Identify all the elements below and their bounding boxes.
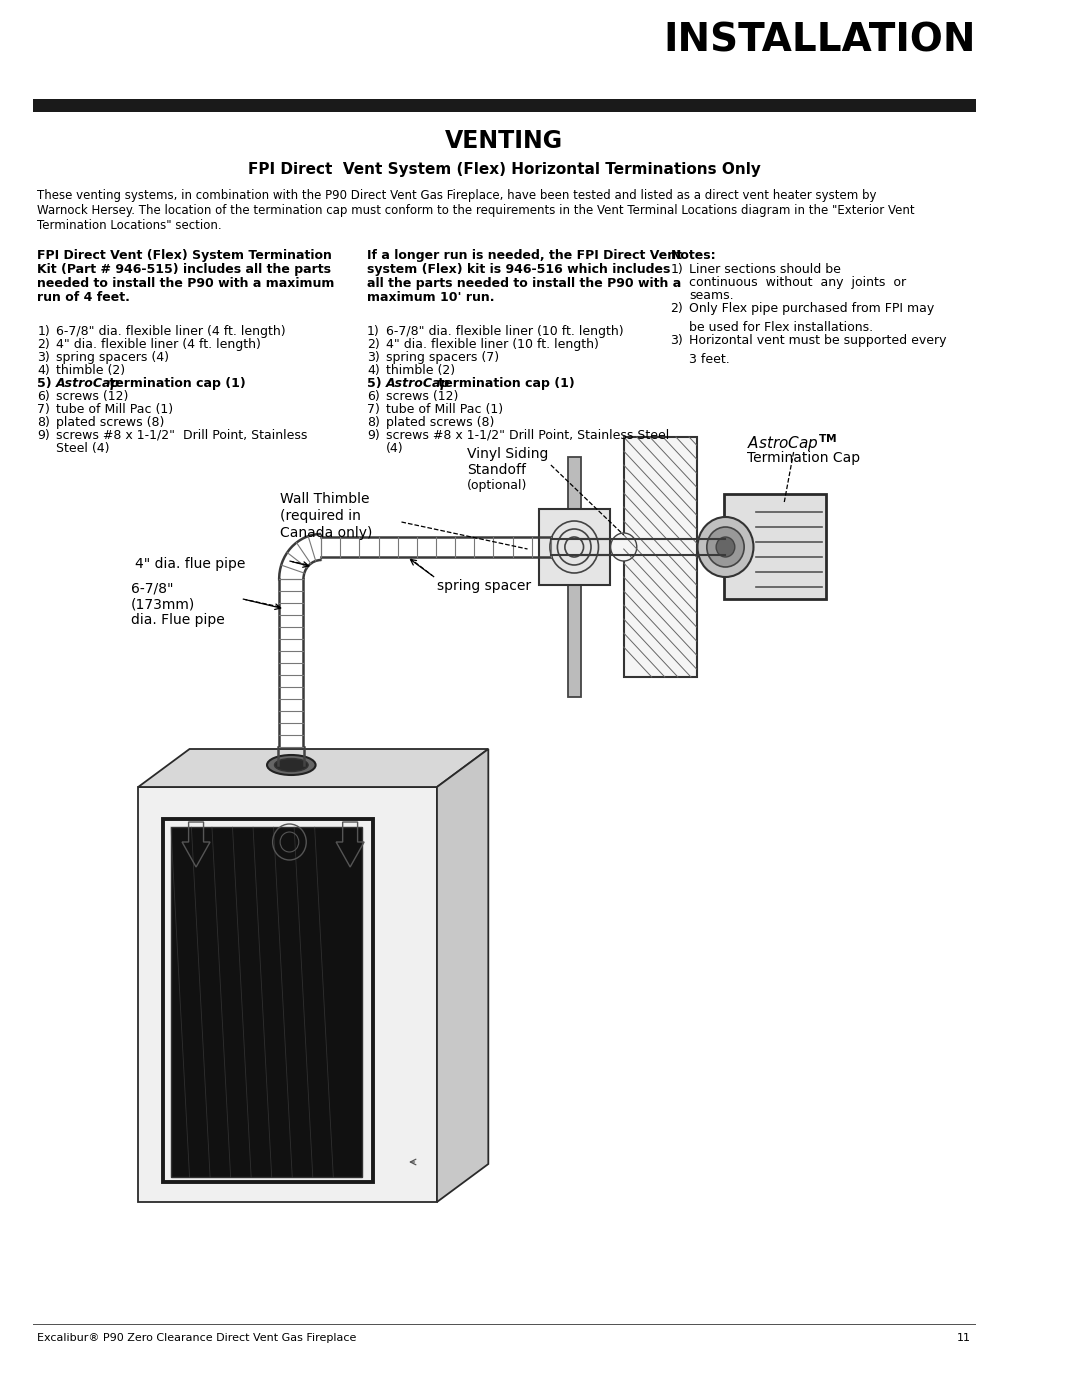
Text: screws #8 x 1-1/2" Drill Point, Stainless Steel: screws #8 x 1-1/2" Drill Point, Stainles…: [386, 429, 669, 441]
Bar: [623, 437, 697, 678]
Text: 6): 6): [38, 390, 50, 402]
Text: VENTING: VENTING: [445, 129, 564, 154]
Text: These venting systems, in combination with the P90 Direct Vent Gas Fireplace, ha: These venting systems, in combination wi…: [38, 189, 877, 203]
Text: 9): 9): [367, 429, 380, 441]
Text: thimble (2): thimble (2): [56, 365, 125, 377]
Text: continuous  without  any  joints  or: continuous without any joints or: [689, 277, 906, 289]
Text: 8): 8): [38, 416, 51, 429]
Text: termination cap (1): termination cap (1): [434, 377, 575, 390]
Polygon shape: [171, 827, 362, 1178]
Text: Canada only): Canada only): [280, 527, 373, 541]
Text: 4" dia. flexible liner (10 ft. length): 4" dia. flexible liner (10 ft. length): [386, 338, 598, 351]
Bar: [539, 509, 610, 585]
Text: 9): 9): [38, 429, 50, 441]
Text: 2): 2): [367, 338, 380, 351]
Text: Notes:: Notes:: [671, 249, 716, 263]
Text: spring spacer: spring spacer: [437, 578, 531, 592]
Text: screws (12): screws (12): [386, 390, 458, 402]
Text: plated screws (8): plated screws (8): [386, 416, 494, 429]
Text: 6-7/8" dia. flexible liner (4 ft. length): 6-7/8" dia. flexible liner (4 ft. length…: [56, 326, 285, 338]
Text: Steel (4): Steel (4): [56, 441, 109, 455]
Text: 8): 8): [367, 416, 380, 429]
Text: Warnock Hersey. The location of the termination cap must conform to the requirem: Warnock Hersey. The location of the term…: [38, 204, 915, 217]
Text: Liner sections should be: Liner sections should be: [689, 263, 841, 277]
Ellipse shape: [267, 754, 315, 775]
Text: Vinyl Siding: Vinyl Siding: [467, 447, 549, 461]
Bar: [724, 495, 826, 599]
Text: maximum 10' run.: maximum 10' run.: [367, 291, 495, 305]
Text: 1): 1): [38, 326, 50, 338]
Text: screws (12): screws (12): [56, 390, 129, 402]
Text: 3 feet.: 3 feet.: [689, 353, 730, 366]
Text: (required in: (required in: [280, 509, 361, 522]
Bar: [568, 457, 581, 697]
Text: screws #8 x 1-1/2"  Drill Point, Stainless: screws #8 x 1-1/2" Drill Point, Stainles…: [56, 429, 308, 441]
Text: needed to install the P90 with a maximum: needed to install the P90 with a maximum: [38, 277, 335, 291]
Text: Kit (Part # 946-515) includes all the parts: Kit (Part # 946-515) includes all the pa…: [38, 263, 332, 277]
Text: seams.: seams.: [689, 289, 733, 302]
Text: 11: 11: [957, 1333, 971, 1343]
Text: 2): 2): [38, 338, 50, 351]
Text: Excalibur® P90 Zero Clearance Direct Vent Gas Fireplace: Excalibur® P90 Zero Clearance Direct Ven…: [38, 1333, 356, 1343]
Text: If a longer run is needed, the FPI Direct Vent: If a longer run is needed, the FPI Direc…: [367, 249, 681, 263]
Text: 1): 1): [671, 263, 684, 277]
Text: Only Flex pipe purchased from FPI may: Only Flex pipe purchased from FPI may: [689, 302, 934, 314]
Text: spring spacers (4): spring spacers (4): [56, 351, 170, 365]
Text: dia. Flue pipe: dia. Flue pipe: [131, 613, 225, 627]
Text: 4" dia. flexible liner (4 ft. length): 4" dia. flexible liner (4 ft. length): [56, 338, 261, 351]
Text: run of 4 feet.: run of 4 feet.: [38, 291, 131, 305]
Bar: [623, 437, 697, 678]
Text: spring spacers (7): spring spacers (7): [386, 351, 499, 365]
Text: 4" dia. flue pipe: 4" dia. flue pipe: [135, 557, 246, 571]
Text: 6-7/8": 6-7/8": [131, 581, 173, 595]
Text: 5): 5): [367, 377, 381, 390]
Circle shape: [610, 534, 637, 562]
Text: tube of Mill Pac (1): tube of Mill Pac (1): [386, 402, 502, 416]
Text: 3): 3): [367, 351, 380, 365]
Text: 6): 6): [367, 390, 380, 402]
Text: Horizontal vent must be supported every: Horizontal vent must be supported every: [689, 334, 946, 346]
Text: all the parts needed to install the P90 with a: all the parts needed to install the P90 …: [367, 277, 681, 291]
Polygon shape: [138, 787, 437, 1201]
Text: Termination Locations" section.: Termination Locations" section.: [38, 219, 222, 232]
Bar: [32, 1323, 975, 1324]
Polygon shape: [437, 749, 488, 1201]
Text: tube of Mill Pac (1): tube of Mill Pac (1): [56, 402, 173, 416]
Circle shape: [716, 536, 734, 557]
Text: system (Flex) kit is 946-516 which includes: system (Flex) kit is 946-516 which inclu…: [367, 263, 671, 277]
Polygon shape: [138, 749, 488, 787]
Text: 4): 4): [367, 365, 380, 377]
Text: thimble (2): thimble (2): [386, 365, 455, 377]
Text: 4): 4): [38, 365, 50, 377]
Text: 1): 1): [367, 326, 380, 338]
Text: 2): 2): [671, 302, 684, 314]
Text: (optional): (optional): [467, 479, 527, 492]
Text: Standoff: Standoff: [467, 462, 526, 476]
Text: 7): 7): [38, 402, 51, 416]
Text: 5): 5): [38, 377, 52, 390]
Circle shape: [698, 517, 754, 577]
Text: (4): (4): [386, 441, 403, 455]
Text: (173mm): (173mm): [131, 597, 195, 610]
Text: Wall Thimble: Wall Thimble: [280, 492, 369, 506]
Text: 3): 3): [671, 334, 684, 346]
Text: $\mathit{AstroCap}^{\mathregular{TM}}$: $\mathit{AstroCap}^{\mathregular{TM}}$: [747, 432, 837, 454]
Text: 3): 3): [38, 351, 50, 365]
Text: FPI Direct  Vent System (Flex) Horizontal Terminations Only: FPI Direct Vent System (Flex) Horizontal…: [247, 162, 760, 177]
Ellipse shape: [274, 759, 308, 771]
Text: 6-7/8" dia. flexible liner (10 ft. length): 6-7/8" dia. flexible liner (10 ft. lengt…: [386, 326, 623, 338]
Text: AstroCap: AstroCap: [56, 377, 120, 390]
Text: INSTALLATION: INSTALLATION: [663, 22, 975, 60]
Text: plated screws (8): plated screws (8): [56, 416, 164, 429]
Text: termination cap (1): termination cap (1): [105, 377, 245, 390]
Text: be used for Flex installations.: be used for Flex installations.: [689, 321, 874, 334]
Text: Termination Cap: Termination Cap: [747, 451, 860, 465]
Text: AstroCap: AstroCap: [386, 377, 450, 390]
Bar: [32, 99, 975, 112]
Text: FPI Direct Vent (Flex) System Termination: FPI Direct Vent (Flex) System Terminatio…: [38, 249, 333, 263]
Text: 7): 7): [367, 402, 380, 416]
Circle shape: [706, 527, 744, 567]
